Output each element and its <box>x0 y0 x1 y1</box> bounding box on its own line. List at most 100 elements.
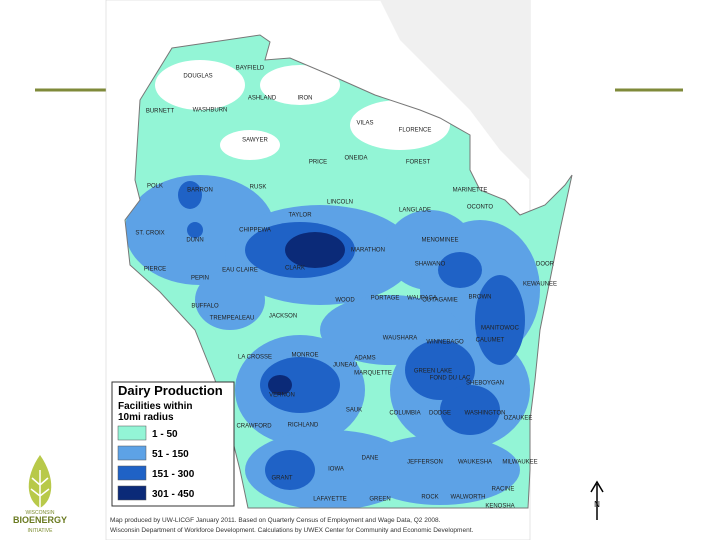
zone <box>260 357 340 413</box>
county-label: CALUMET <box>476 338 505 344</box>
zone <box>220 130 280 160</box>
michigan <box>380 0 530 180</box>
county-label: COLUMBIA <box>389 411 420 417</box>
county-label: LANGLADE <box>399 208 431 214</box>
county-label: IRON <box>298 96 313 102</box>
county-label: RUSK <box>250 185 267 191</box>
county-label: PEPIN <box>191 276 209 282</box>
county-label: OCONTO <box>467 205 494 211</box>
county-label: PORTAGE <box>371 296 400 302</box>
county-label: FOREST <box>406 160 431 166</box>
zone <box>438 252 482 288</box>
county-label: JEFFERSON <box>407 460 443 466</box>
zone <box>155 60 245 110</box>
zone <box>245 430 415 508</box>
county-label: LAFAYETTE <box>313 497 347 503</box>
legend-swatch <box>117 445 147 461</box>
county-label: MENOMINEE <box>421 238 458 244</box>
county-label: ASHLAND <box>248 96 277 102</box>
county-label: ROCK <box>421 495 438 501</box>
county-label: MONROE <box>292 353 319 359</box>
county-label: GRANT <box>272 476 293 482</box>
county-label: MARATHON <box>351 248 385 254</box>
county-label: WAUPACA <box>407 296 437 302</box>
zone <box>260 65 340 105</box>
county-label: ADAMS <box>354 356 375 362</box>
county-label: OZAUKEE <box>504 416 533 422</box>
county-label: CRAWFORD <box>236 424 272 430</box>
county-label: VERNON <box>269 393 295 399</box>
county-label: SHAWANO <box>415 262 446 268</box>
county-label: WINNEBAGO <box>426 340 464 346</box>
county-label: MANITOWOC <box>481 326 520 332</box>
logo-text: BIOENERGY <box>13 515 67 525</box>
county-label: WASHINGTON <box>464 411 505 417</box>
legend-title: Dairy Production <box>118 383 223 398</box>
county-label: ONEIDA <box>344 156 367 162</box>
county-label: RICHLAND <box>288 423 319 429</box>
county-label: DANE <box>362 456 379 462</box>
county-label: BARRON <box>187 188 213 194</box>
legend-swatch <box>117 425 147 441</box>
zone <box>405 340 475 400</box>
county-label: TREMPEALEAU <box>210 316 255 322</box>
legend-label: 151 - 300 <box>152 469 195 480</box>
legend-box <box>111 381 235 507</box>
county-label: SAUK <box>346 408 362 414</box>
county-label: BURNETT <box>146 109 175 115</box>
zone <box>178 181 202 209</box>
county-label: GREEN LAKE <box>414 369 452 375</box>
county-label: FLORENCE <box>399 128 432 134</box>
county-label: EAU CLAIRE <box>222 268 258 274</box>
density-layer <box>125 35 572 508</box>
zone <box>187 222 203 238</box>
zone <box>195 270 265 330</box>
county-label: MARQUETTE <box>354 371 392 377</box>
county-label: CHIPPEWA <box>239 228 271 234</box>
county-label: DODGE <box>429 411 451 417</box>
legend-swatch <box>117 485 147 501</box>
county-label: SHEBOYGAN <box>466 381 504 387</box>
zone <box>265 450 315 490</box>
county-label: PIERCE <box>144 267 166 273</box>
legend: Dairy Production Facilities within 10mi … <box>111 381 235 507</box>
zone <box>360 435 520 505</box>
county-label: BAYFIELD <box>236 66 265 72</box>
logo: WISCONSIN BIOENERGY INITIATIVE <box>13 455 67 534</box>
county-label: CLARK <box>285 266 305 272</box>
county-label: WASHBURN <box>193 108 228 114</box>
credit: Map produced by UW-LICGF January 2011. B… <box>110 517 441 524</box>
county-label: WAUKESHA <box>458 460 492 466</box>
county-label: GREEN <box>369 497 390 503</box>
county-label: BUFFALO <box>191 304 219 310</box>
county-label: LA CROSSE <box>238 355 272 361</box>
credit: Wisconsin Department of Workforce Develo… <box>110 527 473 534</box>
county-label: FOND DU LAC <box>430 376 471 382</box>
county-label: WALWORTH <box>451 495 486 501</box>
logo-text: INITIATIVE <box>28 528 54 534</box>
county-label: MARINETTE <box>453 188 488 194</box>
county-label: JUNEAU <box>333 363 357 369</box>
county-label: KEWAUNEE <box>523 282 557 288</box>
north-arrow: N <box>590 480 604 520</box>
legend-subtitle: Facilities within <box>118 401 192 412</box>
county-label: PRICE <box>309 160 327 166</box>
legend-label: 1 - 50 <box>152 429 178 440</box>
county-label: RACINE <box>492 487 515 493</box>
zone <box>285 232 345 268</box>
county-label: DOOR <box>536 262 555 268</box>
county-label: DUNN <box>186 238 203 244</box>
county-label: WAUSHARA <box>383 336 417 342</box>
county-label: WOOD <box>335 298 355 304</box>
legend-label: 301 - 450 <box>152 489 195 500</box>
county-label: KENOSHA <box>485 504 514 510</box>
county-label: JACKSON <box>269 314 297 320</box>
county-label: ST. CROIX <box>135 231 164 237</box>
svg-text:N: N <box>594 500 600 509</box>
logo-text: WISCONSIN <box>26 510 55 516</box>
legend-subtitle: 10mi radius <box>118 412 174 423</box>
county-labels: DOUGLAS BAYFIELD ASHLAND IRON VILAS FLORENCE B… <box>135 66 557 510</box>
county-label: LINCOLN <box>327 200 353 206</box>
county-label: BROWN <box>469 295 492 301</box>
